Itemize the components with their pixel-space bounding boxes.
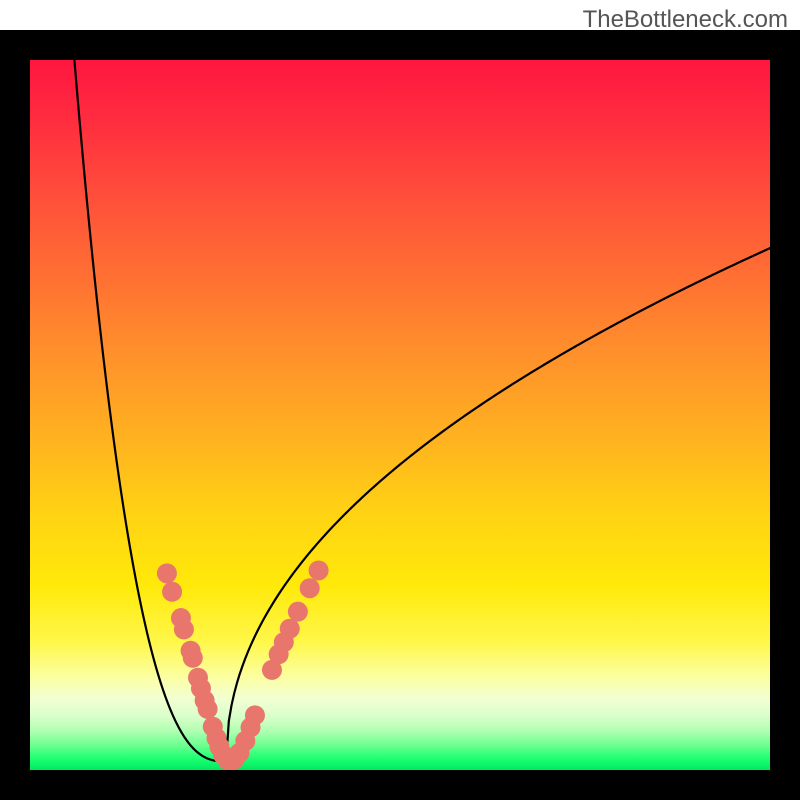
gradient-background [30, 60, 770, 770]
watermark-text: TheBottleneck.com [583, 6, 788, 34]
